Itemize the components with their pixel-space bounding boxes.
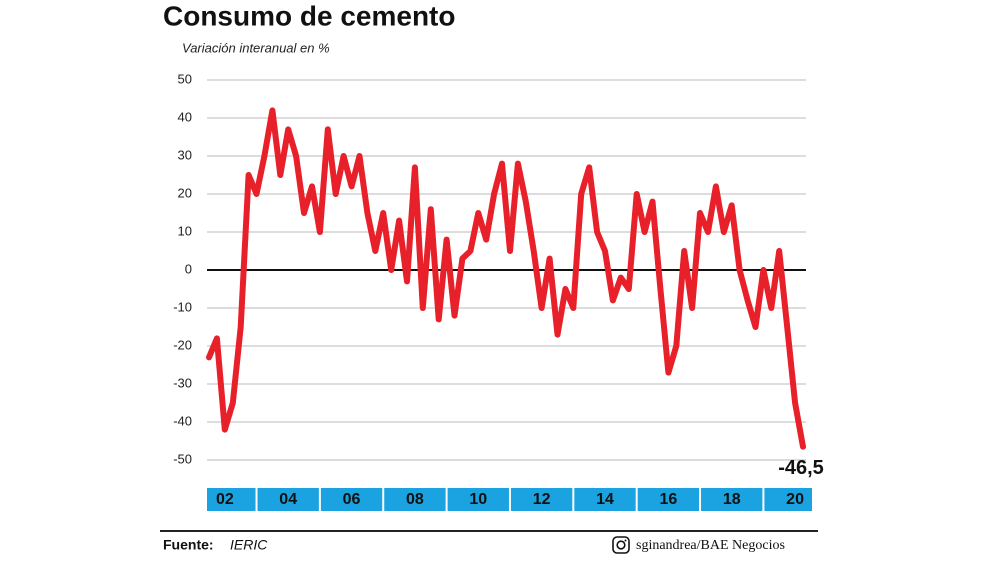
x-tick-label: 20 [786,491,804,508]
chart-title: Consumo de cemento [163,0,455,31]
y-tick-label: 50 [178,71,192,86]
x-tick-label: 10 [469,491,487,508]
x-tick-label: 18 [723,491,741,508]
y-tick-label: -20 [173,337,192,352]
plot: -46,5 [206,107,824,479]
x-tick-label: 06 [343,491,361,508]
y-tick-label: -30 [173,375,192,390]
x-tick-label: 02 [216,491,234,508]
y-tick-label: 40 [178,109,192,124]
source: IERIC [230,537,268,553]
x-tick-label: 08 [406,491,424,508]
y-tick-label: 30 [178,147,192,162]
x-tick-label: 14 [596,491,614,508]
y-tick-label: 10 [178,223,192,238]
x-tick-label: 04 [279,491,297,508]
chart-subtitle: Variación interanual en % [182,40,330,55]
x-tick-label: 16 [659,491,677,508]
credit: sginandrea/BAE Negocios [636,538,785,553]
line [206,107,806,450]
y-tick-label: -50 [173,451,192,466]
instagram-icon [612,536,630,554]
value-label: -46,5 [778,457,824,479]
y-tick-label: -10 [173,299,192,314]
grid: -50 -40 -30 -20 -10 0 10 20 30 40 50 [173,71,806,466]
y-tick-label: 20 [178,185,192,200]
y-tick-label: -40 [173,413,192,428]
x-axis-band: 02 04 06 08 10 12 14 16 18 20 [207,488,812,511]
x-tick-label: 12 [533,491,551,508]
y-tick-label: 0 [185,261,192,276]
source-label: Fuente: [163,537,214,553]
